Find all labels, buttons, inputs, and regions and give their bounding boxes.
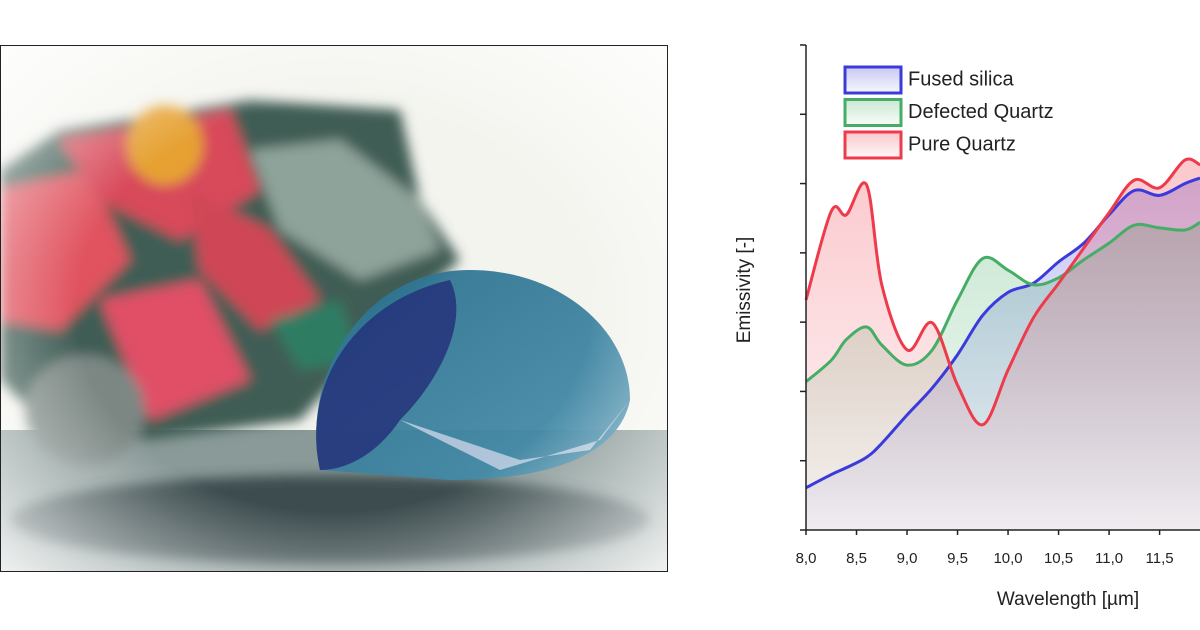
legend-label: Pure Quartz <box>908 133 1016 155</box>
series-line <box>804 157 1200 427</box>
x-tick-label: 9,0 <box>897 550 918 567</box>
x-tick-label: 8,5 <box>846 550 867 567</box>
x-tick-label: 9,5 <box>947 550 968 567</box>
photo <box>0 45 668 572</box>
chart: 8,0 8,5 9,0 9,5 10,0 10,5 11,0 11,5 Fused silica… <box>796 44 1200 567</box>
series-line <box>805 221 1200 383</box>
legend-swatch <box>843 130 903 160</box>
legend-swatch <box>843 98 903 127</box>
legend-swatch <box>843 65 903 95</box>
legend-label: Defected Quartz <box>908 101 1054 123</box>
legend-label: Fused silica <box>908 68 1014 90</box>
x-tick-label: 11,0 <box>1095 550 1123 567</box>
y-axis-title: Emissivity [-] <box>734 237 755 344</box>
series-line <box>805 176 1200 490</box>
x-tick-label: 10,0 <box>993 550 1022 567</box>
x-tick-label: 11,5 <box>1146 550 1174 567</box>
series-area <box>806 158 1200 531</box>
x-tick-label: 8,0 <box>796 550 817 567</box>
x-tick-label: 10,5 <box>1044 550 1073 567</box>
x-axis-title: Wavelength [µm] <box>997 589 1139 610</box>
